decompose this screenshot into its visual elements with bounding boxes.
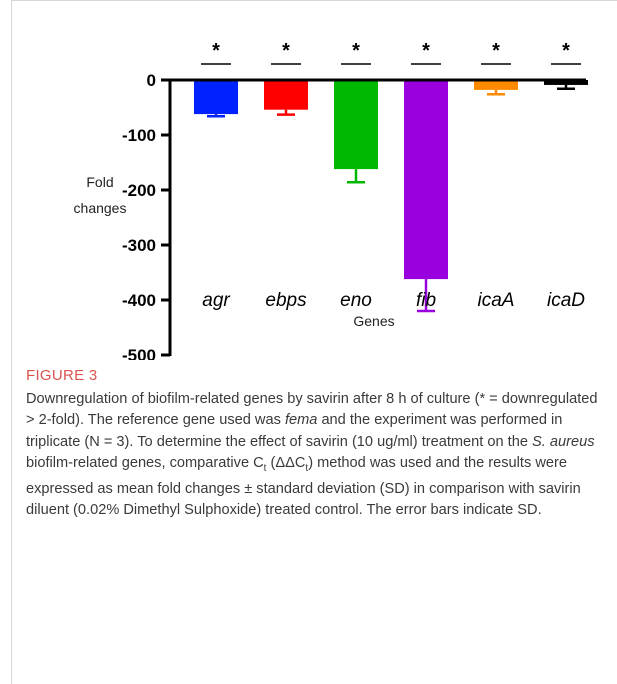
significance-star-icaA: * (492, 40, 500, 62)
x-tick-label-agr: agr (202, 290, 230, 311)
x-tick-label-ebps: ebps (265, 290, 307, 311)
y-tick-label: -500 (122, 346, 156, 360)
caption-species: S. aureus (532, 433, 595, 450)
y-tick-label: -100 (122, 126, 156, 145)
bar-icaD (544, 80, 588, 85)
significance-star-icaD: * (562, 40, 570, 62)
x-tick-label-icaD: icaD (547, 290, 585, 311)
significance-star-fib: * (422, 40, 430, 62)
caption-part-3: biofilm-related genes, comparative C (26, 454, 264, 471)
significance-star-ebps: * (282, 40, 290, 62)
bar-icaA (474, 80, 518, 90)
x-tick-label-fib: fib (416, 290, 436, 311)
chart-marks: 0 -100 -200 -300 -400 -500 agr * ebps * eno * fib * ic… (122, 40, 588, 360)
x-tick-label-icaA: icaA (478, 290, 515, 311)
caption-part-4: (ΔΔC (266, 454, 306, 471)
figure-label: FIGURE 3 (26, 367, 98, 384)
bar-fib (404, 80, 448, 280)
bar-agr (194, 80, 238, 115)
figure-frame (11, 0, 617, 684)
x-tick-label-eno: eno (340, 290, 372, 311)
caption-part-2: and the experiment was performed in trip… (26, 412, 563, 450)
bar-ebps (264, 80, 308, 110)
y-axis-label-line1: Fold (86, 174, 113, 190)
y-axis-label-line2: changes (74, 200, 127, 216)
x-axis-label: Genes (353, 313, 394, 329)
significance-star-agr: * (212, 40, 220, 62)
y-tick-label: -200 (122, 181, 156, 200)
y-tick-label: 0 (147, 71, 156, 90)
bar-eno (334, 80, 378, 170)
caption-sub-2: t (305, 462, 309, 474)
caption-part-1: Downregulation of biofilm-related genes … (26, 391, 598, 429)
y-tick-label: -300 (122, 236, 156, 255)
caption-gene-fema: fema (284, 412, 318, 429)
significance-star-eno: * (352, 40, 360, 62)
caption-part-5: ) method was used and the results were e… (26, 454, 581, 519)
bar-chart: 0 -100 -200 -300 -400 -500 agr * ebps * eno * fib * ic… (74, 40, 588, 360)
figure-caption: Downregulation of biofilm-related genes … (26, 389, 598, 522)
caption-sub-1: t (263, 462, 267, 474)
y-tick-label: -400 (122, 291, 156, 310)
